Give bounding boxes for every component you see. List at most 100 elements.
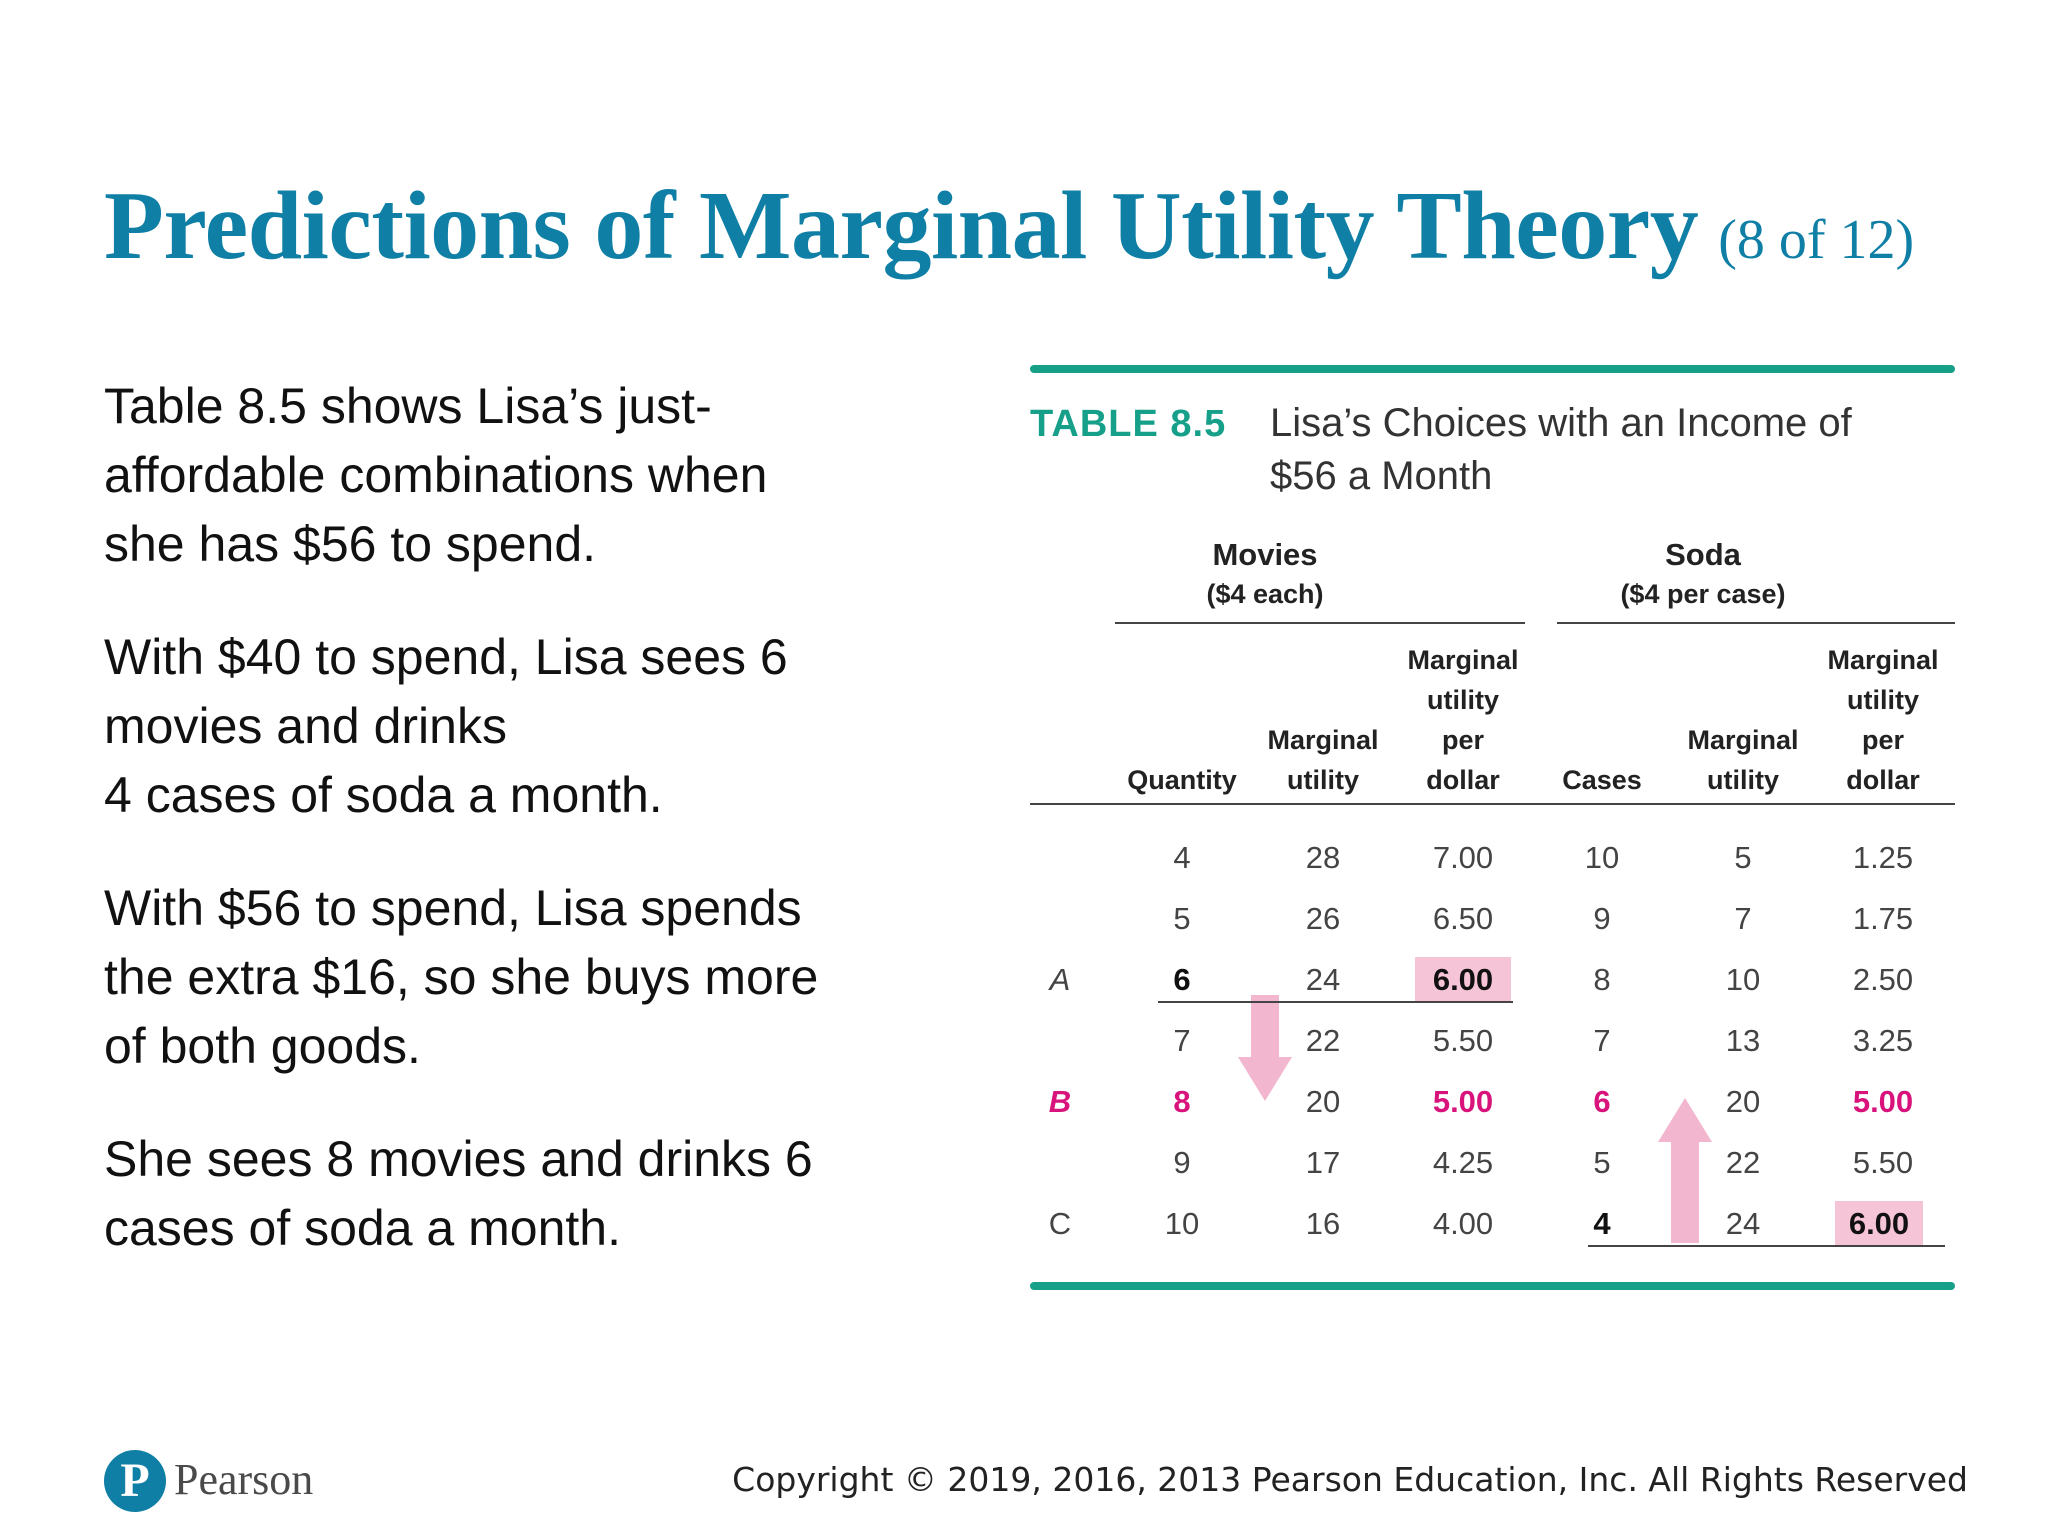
top-rule (1030, 365, 1955, 373)
mupd-movies-cell: 5.00 (1432, 1084, 1494, 1119)
header-line: Marginal (1827, 645, 1939, 675)
quantity-cell: 4 (1173, 840, 1191, 875)
cases-cell: 9 (1593, 901, 1611, 936)
mupd-soda-cell: 5.50 (1852, 1145, 1914, 1180)
mupd-movies-cell-highlight: 6.00 (1415, 957, 1511, 1003)
header-line: utility (1707, 765, 1779, 795)
text-line: of both goods. (104, 1018, 421, 1074)
quantity-cell: 5 (1173, 901, 1191, 936)
group-name: Movies (1212, 537, 1318, 572)
cases-cell: 6 (1593, 1084, 1611, 1119)
mupd-movies-cell: 4.25 (1432, 1145, 1494, 1180)
mupd-movies-cell: 7.00 (1432, 840, 1494, 875)
header-line: Marginal (1407, 645, 1519, 675)
table-row-c: C 10 16 4.00 4 24 6.00 (1030, 1201, 1955, 1247)
column-header: Quantity (1127, 765, 1237, 795)
row-label: B (1048, 1084, 1072, 1119)
column-header: Marginal utility (1678, 720, 1808, 800)
body-text: Table 8.5 shows Lisa’s just- affordable … (104, 372, 884, 1307)
paragraph: She sees 8 movies and drinks 6 cases of … (104, 1125, 884, 1263)
mupd-soda-cell: 1.75 (1852, 901, 1914, 936)
text-line: She sees 8 movies and drinks 6 (104, 1131, 813, 1187)
text-line: With $56 to spend, Lisa spends (104, 880, 802, 936)
table-title: Lisa’s Choices with an Income of $56 a M… (1270, 401, 1852, 498)
table-row-a: A 6 24 6.00 8 10 2.50 (1030, 957, 1955, 1003)
table-row: 4 28 7.00 10 5 1.25 (1030, 835, 1955, 881)
quantity-cell: 7 (1173, 1023, 1191, 1058)
text-line: Table 8.5 shows Lisa’s just- (104, 378, 712, 434)
mu-movies-cell: 17 (1305, 1145, 1341, 1180)
header-line: per (1861, 725, 1905, 755)
title-text: Predictions of Marginal Utility Theory (104, 172, 1699, 280)
mupd-movies-cell: 5.50 (1432, 1023, 1494, 1058)
header-rule (1030, 803, 1955, 805)
group-sub: ($4 each) (1206, 579, 1324, 609)
header-line: dollar (1846, 765, 1920, 795)
column-header: Marginal utility per dollar (1398, 640, 1528, 800)
text-line: movies and drinks (104, 698, 507, 754)
mu-movies-cell: 28 (1305, 840, 1341, 875)
mu-movies-cell: 24 (1305, 962, 1341, 997)
row-c-underline (1588, 1245, 1945, 1247)
column-header: Marginal utility per dollar (1818, 640, 1948, 800)
text-line: the extra $16, so she buys more (104, 949, 819, 1005)
quantity-cell: 9 (1173, 1145, 1191, 1180)
table-label: TABLE 8.5 (1030, 403, 1227, 445)
mu-soda-cell: 7 (1734, 901, 1752, 936)
text-line: 4 cases of soda a month. (104, 767, 663, 823)
mu-movies-cell: 22 (1305, 1023, 1341, 1058)
mupd-soda-cell: 1.25 (1852, 840, 1914, 875)
row-label: C (1048, 1206, 1072, 1241)
header-line: utility (1427, 685, 1499, 715)
header-line: utility (1287, 765, 1359, 795)
text-line: affordable combinations when (104, 447, 768, 503)
mu-movies-cell: 26 (1305, 901, 1341, 936)
table-row: 5 26 6.50 9 7 1.75 (1030, 896, 1955, 942)
cases-cell: 4 (1593, 1206, 1611, 1241)
mupd-soda-cell: 3.25 (1852, 1023, 1914, 1058)
group-rule (1115, 622, 1525, 624)
quantity-cell: 10 (1164, 1206, 1200, 1241)
mupd-movies-cell: 6.50 (1432, 901, 1494, 936)
header-line: utility (1847, 685, 1919, 715)
pearson-logo: P Pearson (104, 1450, 524, 1520)
table-row-b: B 8 20 5.00 6 20 5.00 (1030, 1079, 1955, 1125)
group-rule (1557, 622, 1955, 624)
mu-soda-cell: 13 (1725, 1023, 1761, 1058)
table-figure: TABLE 8.5 Lisa’s Choices with an Income … (1030, 365, 1955, 1290)
header-line: Marginal (1267, 725, 1379, 755)
paragraph: With $56 to spend, Lisa spends the extra… (104, 874, 884, 1081)
cases-cell: 8 (1593, 962, 1611, 997)
down-arrow-icon (1238, 995, 1292, 1101)
text-line: cases of soda a month. (104, 1200, 621, 1256)
mupd-soda-cell-highlight: 6.00 (1835, 1201, 1923, 1247)
cases-cell: 5 (1593, 1145, 1611, 1180)
column-header: Marginal utility (1258, 720, 1388, 800)
table-row: 9 17 4.25 5 22 5.50 (1030, 1140, 1955, 1186)
text-line: she has $56 to spend. (104, 516, 597, 572)
group-sub: ($4 per case) (1620, 579, 1786, 609)
text-line: With $40 to spend, Lisa sees 6 (104, 629, 788, 685)
mu-soda-cell: 22 (1725, 1145, 1761, 1180)
header-line: Marginal (1687, 725, 1799, 755)
mu-movies-cell: 20 (1305, 1084, 1341, 1119)
mupd-soda-cell: 5.00 (1852, 1084, 1914, 1119)
cases-cell: 10 (1584, 840, 1620, 875)
paragraph: With $40 to spend, Lisa sees 6 movies an… (104, 623, 884, 830)
copyright-text: Copyright © 2019, 2016, 2013 Pearson Edu… (732, 1460, 1968, 1499)
column-header: Cases (1562, 765, 1642, 795)
mu-movies-cell: 16 (1305, 1206, 1341, 1241)
mu-soda-cell: 20 (1725, 1084, 1761, 1119)
mupd-soda-cell: 2.50 (1852, 962, 1914, 997)
mu-soda-cell: 10 (1725, 962, 1761, 997)
header-line: dollar (1426, 765, 1500, 795)
mu-soda-cell: 24 (1725, 1206, 1761, 1241)
header-line: per (1441, 725, 1485, 755)
cases-cell: 7 (1593, 1023, 1611, 1058)
soda-group-header: Soda ($4 per case) (1538, 535, 1868, 613)
pearson-p-icon: P (104, 1450, 166, 1512)
up-arrow-icon (1658, 1098, 1712, 1243)
bottom-rule (1030, 1282, 1955, 1290)
row-a-underline (1158, 1001, 1513, 1003)
